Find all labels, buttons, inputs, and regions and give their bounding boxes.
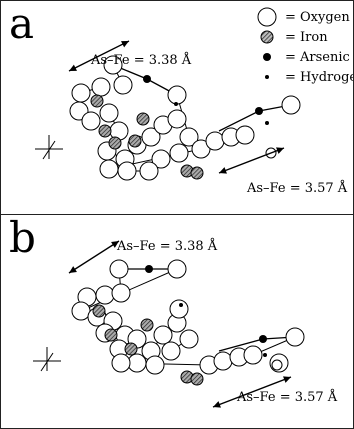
oxygen-atom [167, 109, 187, 129]
panel-a: a = Oxygen = Iron = Arsenic [0, 0, 354, 215]
oxygen-atom [103, 55, 123, 75]
legend-label-iron: = Iron [285, 29, 328, 45]
oxygen-circle-icon [249, 6, 285, 28]
iron-atom [90, 94, 104, 108]
oxygen-atom [243, 345, 263, 365]
hydrogen-atom [179, 303, 183, 307]
oxygen-atom [169, 299, 189, 319]
oxygen-atom [113, 75, 133, 95]
oxygen-atom [167, 259, 187, 279]
legend-item-oxygen: = Oxygen [249, 6, 353, 28]
arsenic-atom [145, 265, 153, 273]
distance-label-top-a: As–Fe = 3.38 Å [91, 53, 192, 68]
oxygen-atom [141, 127, 161, 147]
iron-atom [190, 166, 204, 180]
panel-label-a: a [9, 0, 35, 48]
distance-label-bottom-b: As–Fe = 3.57 Å [237, 390, 338, 405]
oxygen-atom [285, 327, 305, 347]
legend: = Oxygen = Iron = Arsenic = Hydrogen [249, 6, 353, 87]
iron-atom [104, 328, 118, 342]
distance-arrow-bottom [218, 147, 285, 174]
hydrogen-atom [174, 102, 178, 106]
iron-atom [140, 318, 154, 332]
oxygen-atom [95, 285, 115, 305]
oxygen-atom [99, 159, 119, 179]
molecular-structure-a [35, 40, 301, 181]
oxygen-atom [213, 351, 233, 371]
iron-atom [98, 124, 112, 138]
distance-label-top-b: As–Fe = 3.38 Å [117, 239, 218, 254]
legend-item-hydrogen: = Hydrogen [249, 67, 353, 87]
oxygen-atom [109, 259, 129, 279]
distance-arrow-top [68, 240, 120, 274]
oxygen-atom [281, 95, 301, 115]
panel-label-b: b [9, 214, 36, 262]
molecular-structure-b [33, 240, 305, 408]
iron-hatched-circle-icon [249, 29, 285, 45]
oxygen-atom [167, 85, 187, 105]
oxygen-atom [117, 161, 137, 181]
iron-atom [136, 112, 150, 126]
axis-indicator-icon [33, 347, 61, 372]
arsenic-atom [143, 75, 151, 83]
iron-atom [190, 372, 204, 386]
oxygen-atom [205, 131, 225, 151]
legend-label-hydrogen: = Hydrogen [285, 69, 353, 85]
legend-label-arsenic: = Arsenic [285, 49, 350, 65]
hydrogen-dot-icon [249, 73, 285, 81]
oxygen-atom [127, 353, 147, 373]
distance-arrow-bottom [212, 376, 292, 408]
legend-item-iron: = Iron [249, 27, 353, 47]
hydrogen-atom [265, 121, 269, 125]
iron-atom [128, 134, 142, 148]
oxygen-atom [71, 301, 91, 321]
legend-item-arsenic: = Arsenic [249, 47, 353, 67]
oxygen-atom [151, 149, 171, 169]
axis-indicator-icon [35, 135, 63, 160]
oxygen-atom [71, 83, 91, 103]
oxygen-atom [91, 77, 111, 97]
oxygen-atom [235, 125, 255, 145]
arsenic-dot-icon [249, 51, 285, 63]
iron-atom [124, 342, 138, 356]
oxygen-atom [139, 161, 159, 181]
iron-atom [108, 136, 122, 150]
oxygen-atom [111, 283, 131, 303]
oxygen-atom [153, 325, 173, 345]
oxygen-atom [271, 359, 283, 371]
hydrogen-atom [263, 353, 267, 357]
oxygen-atom [179, 329, 199, 349]
oxygen-atom [169, 143, 189, 163]
distance-arrow-top [68, 40, 130, 72]
arsenic-atom [255, 107, 263, 115]
arsenic-atom [259, 335, 267, 343]
oxygen-atom [111, 353, 131, 373]
oxygen-atom [161, 341, 181, 361]
oxygen-atom [99, 103, 119, 123]
legend-label-oxygen: = Oxygen [285, 9, 350, 25]
panel-b: b As–Fe = 3.38 Å As–Fe = 3.57 Å [0, 214, 354, 429]
oxygen-atom [179, 127, 199, 147]
oxygen-atom [145, 355, 165, 375]
iron-atom [92, 304, 106, 318]
oxygen-atom [81, 111, 101, 131]
distance-label-bottom-a: As–Fe = 3.57 Å [247, 181, 348, 196]
